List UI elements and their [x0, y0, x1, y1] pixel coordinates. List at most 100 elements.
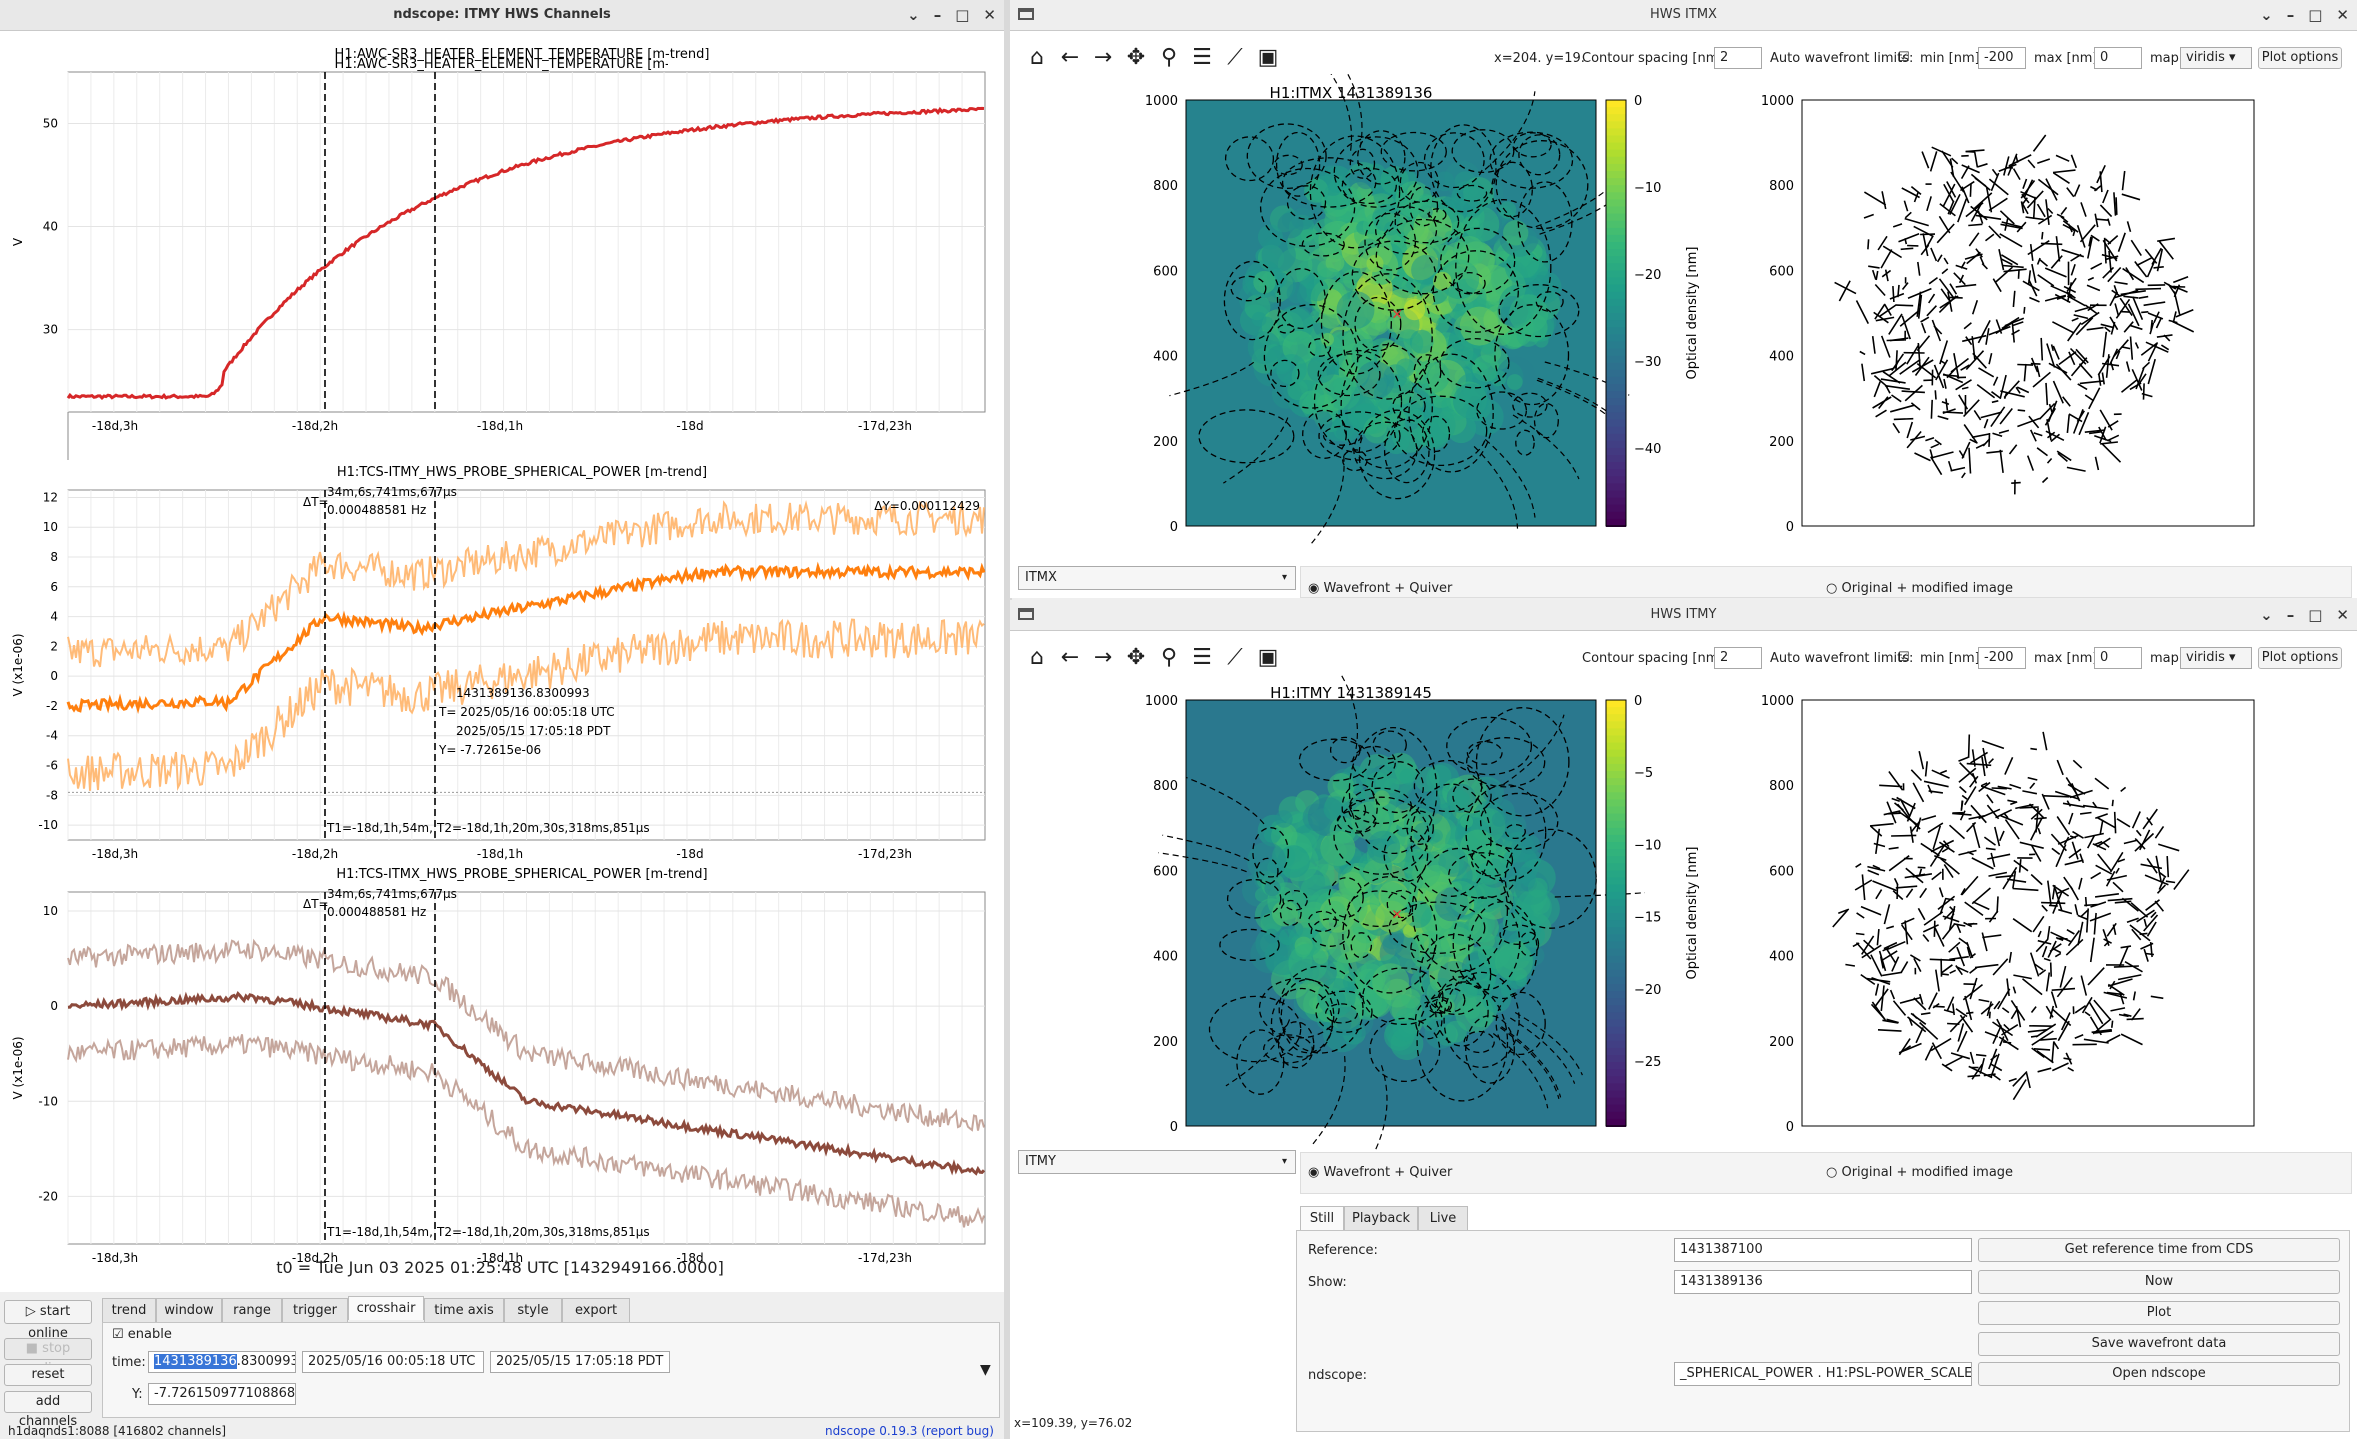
tab-export[interactable]: export	[562, 1298, 630, 1322]
quiver-arrow	[2000, 390, 2025, 398]
auto-limits-checkbox[interactable]: ☑	[1898, 50, 1910, 65]
min-input[interactable]: -200	[1978, 47, 2026, 69]
minimize-icon[interactable]: –	[2286, 6, 2295, 24]
reset-button[interactable]: reset	[4, 1364, 92, 1386]
zoom-icon[interactable]: ⚲	[1160, 645, 1178, 670]
reference-input[interactable]: 1431387100	[1674, 1238, 1972, 1262]
itmy-radio-wavefront[interactable]: ◉ Wavefront + Quiver	[1308, 1165, 1453, 1180]
max-input[interactable]: 0	[2094, 47, 2142, 69]
y-tick-label: -2	[46, 699, 58, 713]
itmy-selector[interactable]: ITMY ▾	[1018, 1150, 1296, 1174]
crosshair-utc-input[interactable]: 2025/05/16 00:05:18 UTC	[302, 1351, 484, 1373]
colormap-select[interactable]: viridis ▾	[2180, 47, 2252, 69]
quiver-arrow	[2094, 893, 2120, 898]
save-icon[interactable]: ▣	[1257, 45, 1279, 70]
start-online-button[interactable]: ▷ start online	[4, 1300, 92, 1341]
home-icon[interactable]: ⌂	[1030, 645, 1044, 670]
min-input[interactable]: -200	[1978, 647, 2026, 669]
quiver-plot[interactable]	[1801, 699, 2255, 1127]
tab-playback[interactable]: Playback	[1344, 1206, 1418, 1230]
quiver-arrow	[2015, 803, 2034, 810]
crosshair-pdt-input[interactable]: 2025/05/15 17:05:18 PDT	[490, 1351, 670, 1373]
plot-3[interactable]: H1:TCS-ITMX_HWS_PROBE_SPHERICAL_POWER [m…	[11, 867, 986, 1265]
forward-arrow-icon[interactable]: →	[1093, 645, 1113, 670]
quiver-arrow	[1962, 983, 1983, 1001]
tab-trend[interactable]: trend	[102, 1298, 156, 1322]
quiver-arrow	[2079, 380, 2105, 385]
add-channels-button[interactable]: add channels	[4, 1391, 92, 1429]
minimize-icon[interactable]: –	[2286, 606, 2295, 624]
chevron-down-icon[interactable]: ⌄	[2260, 606, 2273, 624]
contour-input[interactable]: 2	[1714, 47, 1762, 69]
tab-still[interactable]: Still	[1300, 1206, 1344, 1230]
contour-input[interactable]: 2	[1714, 647, 1762, 669]
crosshair-time-input[interactable]: 1431389136.8300993	[148, 1351, 296, 1373]
plot-options-button[interactable]: Plot options	[2258, 647, 2342, 669]
close-icon[interactable]: ✕	[2336, 6, 2349, 24]
forward-arrow-icon[interactable]: →	[1093, 45, 1113, 70]
ndscope-channels-input[interactable]: _SPHERICAL_POWER . H1:PSL-POWER_SCALE_OF…	[1674, 1362, 1972, 1386]
minimize-icon[interactable]: –	[933, 6, 942, 24]
itmy-figure[interactable]: H1:ITMY 1431389145 × 1000 800 600 400 200 0 0 −5 −…	[1010, 674, 2357, 1154]
tab-trigger[interactable]: trigger	[282, 1298, 348, 1322]
auto-limits-checkbox[interactable]: ☑	[1898, 650, 1910, 665]
itmy-radio-original[interactable]: ○ Original + modified image	[1826, 1165, 2014, 1180]
quiver-arrow	[1975, 214, 2002, 220]
x-tick-label: -18d,3h	[92, 1251, 138, 1265]
wavefront-map[interactable]	[1158, 674, 1645, 1154]
subplots-icon[interactable]: ☰	[1192, 645, 1212, 670]
maximize-icon[interactable]: □	[955, 6, 970, 24]
collapse-arrow-icon[interactable]: ▼	[980, 1362, 991, 1378]
chevron-down-icon[interactable]: ⌄	[2260, 6, 2273, 24]
tab-window[interactable]: window	[156, 1298, 222, 1322]
maximize-icon[interactable]: □	[2308, 6, 2323, 24]
itmx-radio-wavefront[interactable]: ◉ Wavefront + Quiver	[1308, 581, 1453, 596]
close-icon[interactable]: ✕	[2336, 606, 2349, 624]
show-input[interactable]: 1431389136	[1674, 1270, 1972, 1294]
itmx-figure[interactable]: H1:ITMX 1431389136 × 1000 800 600 400 200 0 0 −10…	[1010, 74, 2357, 554]
back-arrow-icon[interactable]: ←	[1060, 45, 1080, 70]
tab-crosshair[interactable]: crosshair	[348, 1296, 424, 1320]
tab-time-axis[interactable]: time axis	[424, 1298, 504, 1322]
save-icon[interactable]: ▣	[1257, 645, 1279, 670]
open-ndscope-button[interactable]: Open ndscope	[1978, 1362, 2340, 1386]
pan-icon[interactable]: ✥	[1126, 45, 1146, 70]
colormap-select[interactable]: viridis ▾	[2180, 647, 2252, 669]
edit-axes-icon[interactable]: ⟋	[1227, 645, 1243, 670]
max-input[interactable]: 0	[2094, 647, 2142, 669]
edit-axes-icon[interactable]: ⟋	[1227, 45, 1243, 70]
quiver-arrow	[1921, 322, 1927, 334]
quiver-arrow	[1941, 400, 1950, 406]
now-button[interactable]: Now	[1978, 1270, 2340, 1294]
tab-style[interactable]: style	[504, 1298, 562, 1322]
save-wavefront-button[interactable]: Save wavefront data	[1978, 1332, 2340, 1356]
quiver-arrow	[1953, 923, 1966, 927]
ndscope-plots[interactable]: H1:AWC-SR3_HEATER_ELEMENT_TEMPERATURE [m…	[0, 30, 1004, 1300]
zoom-icon[interactable]: ⚲	[1160, 45, 1178, 70]
tab-live[interactable]: Live	[1418, 1206, 1468, 1230]
colorbar-tick: −10	[1634, 838, 1661, 853]
home-icon[interactable]: ⌂	[1030, 45, 1044, 70]
quiver-arrow	[2081, 996, 2093, 1014]
ndscope-window: ndscope: ITMY HWS Channels ⌄ – □ ✕ H1:AWC-S…	[0, 0, 1004, 1439]
crosshair-y-input[interactable]: -7.726150977108868e-06	[148, 1383, 296, 1405]
quiver-arrow	[1996, 896, 1999, 913]
plot-2[interactable]: H1:TCS-ITMY_HWS_PROBE_SPHERICAL_POWER [m…	[11, 465, 986, 861]
itmx-selector[interactable]: ITMX ▾	[1018, 566, 1296, 590]
pan-icon[interactable]: ✥	[1126, 645, 1146, 670]
chevron-down-icon[interactable]: ⌄	[907, 6, 920, 24]
back-arrow-icon[interactable]: ←	[1060, 645, 1080, 670]
plot-button[interactable]: Plot	[1978, 1301, 2340, 1325]
wavefront-map[interactable]	[1169, 74, 1630, 544]
plot-1[interactable]: H1:AWC-SR3_HEATER_ELEMENT_TEMPERATURE [m…	[11, 47, 986, 433]
quiver-arrow	[2000, 223, 2023, 230]
close-icon[interactable]: ✕	[983, 6, 996, 24]
enable-checkbox[interactable]: ☑ enable	[112, 1327, 172, 1342]
subplots-icon[interactable]: ☰	[1192, 45, 1212, 70]
maximize-icon[interactable]: □	[2308, 606, 2323, 624]
get-reference-button[interactable]: Get reference time from CDS	[1978, 1238, 2340, 1262]
report-bug-link[interactable]: ndscope 0.19.3 (report bug)	[825, 1424, 994, 1438]
plot-options-button[interactable]: Plot options	[2258, 47, 2342, 69]
itmx-radio-original[interactable]: ○ Original + modified image	[1826, 581, 2014, 596]
tab-range[interactable]: range	[222, 1298, 282, 1322]
